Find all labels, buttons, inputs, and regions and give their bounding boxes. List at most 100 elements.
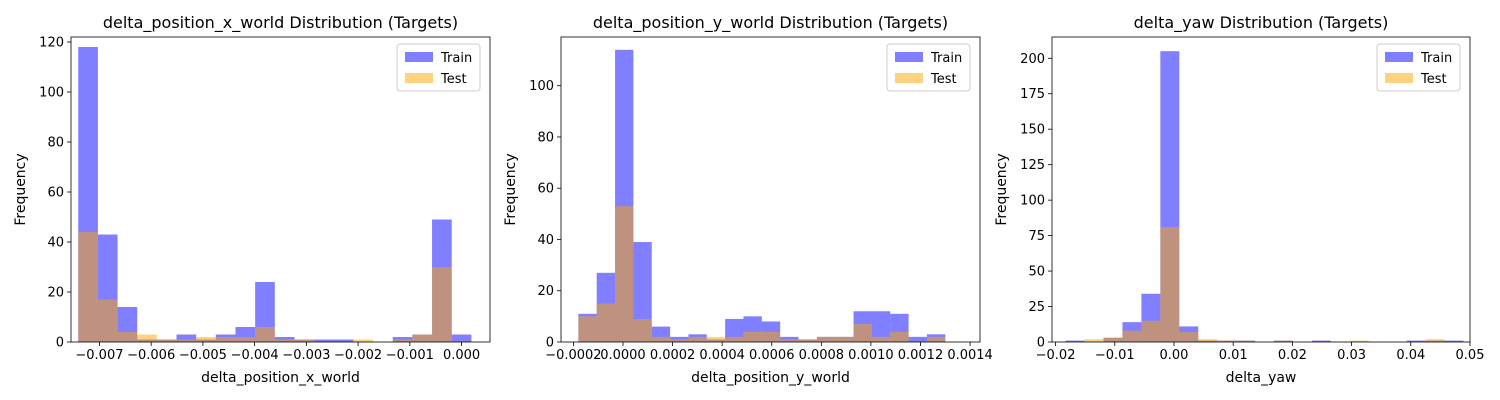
histogram-bar (353, 339, 374, 342)
x-tick-label: 0.0002 (650, 348, 696, 363)
legend: Train Test (396, 43, 481, 92)
y-tick-label: 40 (537, 233, 554, 248)
histogram-bar (725, 336, 744, 342)
histogram-bar (1084, 339, 1104, 342)
y-tick-label: 100 (1020, 194, 1045, 209)
legend: Train Test (886, 43, 971, 92)
histogram-bar (780, 336, 799, 342)
histogram-bar (1065, 340, 1085, 342)
histogram-bar (871, 311, 891, 342)
histogram-bar (1425, 339, 1445, 342)
histogram-bar (156, 339, 177, 342)
histogram-bar (1274, 340, 1293, 342)
histogram-bar (1198, 339, 1218, 342)
legend-swatch-train (895, 52, 923, 62)
x-tick-label: −0.006 (127, 348, 175, 363)
legend-label-train: Train (440, 51, 472, 66)
histogram-bar (890, 331, 909, 342)
histogram-bar (176, 339, 197, 342)
histogram-bar (1141, 320, 1161, 342)
x-tick-label: 0.05 (1456, 348, 1485, 363)
histogram-bar (1103, 337, 1123, 342)
histogram-bar (816, 336, 836, 342)
x-tick-label: −0.004 (231, 348, 279, 363)
histogram-bar (274, 339, 295, 342)
y-tick-label: 200 (1020, 52, 1045, 67)
histogram-bar (314, 339, 334, 342)
legend-swatch-test (895, 73, 923, 83)
y-tick-label: 0 (1037, 336, 1045, 351)
histogram-bar (255, 327, 275, 342)
histogram-bar (853, 324, 872, 342)
axes-frame (560, 36, 981, 343)
x-tick-label: −0.003 (282, 348, 330, 363)
x-tick-label: −0.002 (334, 348, 382, 363)
histogram-bar (633, 318, 652, 342)
histogram-bar (176, 334, 197, 342)
y-tick-label: 60 (47, 186, 64, 201)
y-tick-label: 100 (529, 79, 554, 94)
x-tick-label: 0.0000 (600, 348, 646, 363)
x-tick-label: 0.0006 (749, 348, 795, 363)
histogram-bar (1160, 227, 1180, 342)
chart-title: delta_position_x_world Distribution (Tar… (103, 13, 458, 33)
y-tick-label: 125 (1020, 158, 1045, 173)
y-axis-label: Frequency (503, 153, 519, 225)
y-tick-label: 40 (47, 236, 64, 251)
legend: Train Test (1376, 43, 1461, 92)
axes-frame (1051, 36, 1471, 343)
series-test (578, 206, 946, 342)
histogram-bar (633, 242, 652, 342)
y-tick-label: 20 (537, 284, 554, 299)
histogram-bar (196, 337, 216, 342)
y-tick-label: 80 (537, 130, 554, 145)
legend-swatch-train (405, 52, 433, 62)
histogram-bar (412, 334, 433, 342)
x-tick-label: −0.01 (1095, 348, 1135, 363)
y-tick-label: 80 (47, 136, 64, 151)
x-tick-label: 0.03 (1337, 348, 1366, 363)
chart-panel-3: −0.02 −0.01 0.00 0.01 0.02 0.03 0.04 0.05 0 25 50 7… (994, 13, 1484, 386)
y-tick-label: 0 (56, 336, 64, 351)
histogram-bar (1217, 340, 1237, 342)
histogram-bar (215, 337, 236, 342)
histogram-bar (871, 336, 891, 342)
histogram-bar (651, 336, 671, 342)
axes-frame (70, 36, 491, 343)
x-tick-label: 0.00 (1159, 348, 1188, 363)
histogram-bar (1179, 332, 1199, 342)
legend-label-test: Test (930, 72, 957, 87)
y-tick-label: 50 (1028, 265, 1045, 280)
histogram-bar (117, 332, 138, 342)
y-tick-label: 75 (1028, 229, 1045, 244)
histogram-bar (743, 331, 762, 342)
legend-swatch-train (1385, 52, 1413, 62)
histogram-bar (926, 336, 946, 342)
histogram-bar (670, 336, 689, 342)
x-axis-label: delta_position_x_world (201, 370, 360, 386)
histogram-bar (578, 316, 597, 342)
histogram-bar (596, 303, 616, 342)
y-tick-label: 0 (546, 336, 554, 351)
chart-title: delta_yaw Distribution (Targets) (1134, 13, 1389, 33)
histogram-bar (1406, 340, 1426, 342)
histogram-bar (670, 339, 689, 342)
legend-label-test: Test (440, 72, 467, 87)
histogram-bar (97, 299, 118, 342)
y-tick-label: 20 (47, 286, 64, 301)
chart-panel-1: −0.007 −0.006 −0.005 −0.004 −0.003 −0.002 −0.0… (13, 13, 491, 386)
histogram-bar (798, 339, 817, 342)
histogram-bar (432, 267, 452, 342)
histogram-bar (451, 334, 472, 342)
legend-label-train: Train (1420, 51, 1452, 66)
legend-swatch-test (1385, 73, 1413, 83)
y-tick-label: 120 (39, 36, 64, 51)
x-tick-label: 0.0014 (947, 348, 993, 363)
y-tick-label: 60 (537, 182, 554, 197)
series-test (78, 232, 452, 342)
histogram-bar (78, 232, 98, 342)
y-tick-label: 150 (1020, 123, 1045, 138)
histogram-bar (780, 339, 799, 342)
